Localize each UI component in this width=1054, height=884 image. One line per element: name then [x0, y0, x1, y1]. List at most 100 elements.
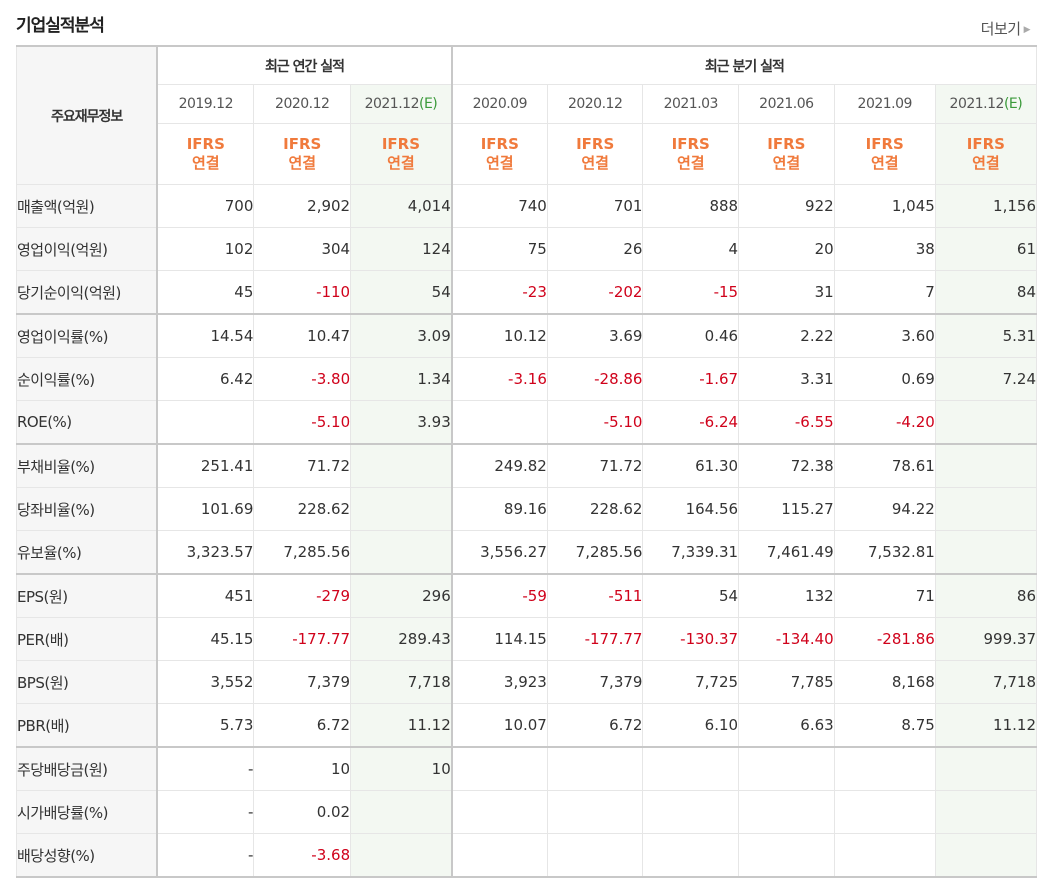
- table-cell: 5.73: [156, 703, 255, 748]
- table-cell: -3.80: [253, 357, 352, 401]
- table-cell: [350, 443, 453, 488]
- ifrs-consolidated-label: IFRS 연결: [934, 123, 1038, 185]
- table-cell: 304: [253, 227, 352, 271]
- table-cell: 3,323.57: [156, 530, 255, 575]
- period-header: 2020.12: [253, 84, 352, 124]
- row-label: 순이익률(%): [16, 357, 159, 401]
- row-label: 당기순이익(억원): [16, 270, 159, 315]
- table-cell: 249.82: [451, 443, 548, 488]
- consolidated-label: 연결: [676, 154, 705, 172]
- table-cell: 26: [546, 227, 644, 271]
- row-label: 주당배당금(원): [16, 746, 159, 791]
- table-cell: 89.16: [451, 487, 548, 531]
- table-cell: [350, 530, 453, 575]
- quarter-group-header: 최근 분기 실적: [451, 45, 1037, 85]
- table-cell: 6.72: [253, 703, 352, 748]
- table-cell: 1,156: [934, 184, 1038, 228]
- consolidated-label: 연결: [772, 154, 801, 172]
- table-cell: -28.86: [546, 357, 644, 401]
- table-cell: 1,045: [833, 184, 936, 228]
- table-row: 부채비율(%) 251.41 71.72 249.82 71.72 61.30 72.38 7…: [16, 443, 1038, 488]
- row-label: 부채비율(%): [16, 443, 159, 488]
- table-cell: 72.38: [738, 443, 835, 488]
- table-cell: 124: [350, 227, 453, 271]
- ifrs-label: IFRS: [671, 135, 710, 153]
- table-row: 시가배당률(%) -0.02: [16, 790, 1038, 834]
- table-cell: -3.16: [451, 357, 548, 401]
- table-row: 배당성향(%) - -3.68: [16, 833, 1038, 878]
- table-cell: 7,718: [350, 660, 453, 704]
- table-cell: 1.34: [350, 357, 453, 401]
- corner-label: 주요재무정보: [50, 108, 123, 125]
- table-cell: 7,339.31: [642, 530, 740, 575]
- table-cell: -59: [451, 573, 548, 618]
- table-row: 당좌비율(%) 101.69 228.62 89.16 228.62 164.56 115.…: [16, 487, 1038, 531]
- estimate-marker: (E): [1003, 96, 1023, 112]
- table-cell: [350, 790, 453, 834]
- ifrs-label: IFRS: [186, 135, 225, 153]
- table-row: 유보율(%) 3,323.57 7,285.56 3,556.27 7,285.56 7,…: [16, 530, 1038, 575]
- consolidated-label: 연결: [387, 154, 415, 172]
- consolidated-label: 연결: [191, 154, 220, 172]
- table-cell: 289.43: [350, 617, 453, 661]
- table-cell: 4: [642, 227, 740, 271]
- ifrs-consolidated-label: IFRS 연결: [451, 123, 548, 185]
- table-cell: 2.22: [738, 313, 835, 358]
- table-cell: [156, 400, 255, 445]
- table-cell: 10: [253, 746, 352, 791]
- table-cell: -130.37: [642, 617, 740, 661]
- table-cell: 3,556.27: [451, 530, 548, 575]
- table-cell: [934, 833, 1038, 878]
- table-cell: -5.10: [253, 400, 352, 445]
- row-label: 영업이익률(%): [16, 313, 159, 358]
- table-cell: -279: [253, 573, 352, 618]
- table-cell: 0.46: [642, 313, 740, 358]
- ifrs-label: IFRS: [576, 135, 615, 153]
- table-cell: -110: [253, 270, 352, 315]
- period-header: 2019.12: [156, 84, 255, 124]
- table-cell: 61.30: [642, 443, 740, 488]
- table-cell: 0.69: [833, 357, 936, 401]
- table-cell: 7,725: [642, 660, 740, 704]
- table-cell: 4,014: [350, 184, 453, 228]
- table-cell: 7,285.56: [546, 530, 644, 575]
- period-label: 2021.06: [759, 96, 814, 112]
- row-label: 영업이익(억원): [16, 227, 159, 271]
- period-label: 2019.12: [178, 96, 234, 112]
- table-cell: 7,785: [738, 660, 835, 704]
- row-label: 매출액(억원): [16, 184, 159, 228]
- table-cell: [546, 833, 644, 878]
- table-cell: 6.72: [546, 703, 644, 748]
- table-cell: 7.24: [934, 357, 1038, 401]
- table-cell: [546, 790, 644, 834]
- table-cell: 6.42: [156, 357, 255, 401]
- period-header: 2021.12(E): [350, 84, 453, 124]
- table-cell: 102: [156, 227, 255, 271]
- table-cell: -: [156, 833, 255, 878]
- more-link[interactable]: 더보기 ▶: [981, 18, 1031, 39]
- ifrs-consolidated-label: IFRS 연결: [546, 123, 644, 185]
- table-cell: 86: [934, 573, 1038, 618]
- table-cell: 7,461.49: [738, 530, 835, 575]
- consolidated-label: 연결: [486, 154, 514, 172]
- table-cell: 10: [350, 746, 453, 791]
- period-header: 2021.06: [738, 84, 835, 124]
- table-cell: -4.20: [833, 400, 936, 445]
- page-title: 기업실적분석: [16, 16, 105, 36]
- row-label: PER(배): [16, 617, 159, 661]
- table-cell: 114.15: [451, 617, 548, 661]
- ifrs-label: IFRS: [966, 135, 1005, 153]
- table-cell: 71.72: [253, 443, 352, 488]
- estimate-marker: (E): [418, 96, 438, 112]
- table-cell: -6.55: [738, 400, 835, 445]
- table-cell: [833, 746, 936, 791]
- table-cell: 11.12: [934, 703, 1038, 748]
- table-row: 당기순이익(억원) 45 -110 54 -23 -202 -15 31 7 84: [16, 270, 1038, 315]
- table-cell: 7,379: [253, 660, 352, 704]
- table-cell: 5.31: [934, 313, 1038, 358]
- table-cell: -15: [642, 270, 740, 315]
- table-cell: [642, 833, 740, 878]
- table-cell: -23: [451, 270, 548, 315]
- table-row: 주당배당금(원) -10 10: [16, 746, 1038, 791]
- table-cell: -202: [546, 270, 644, 315]
